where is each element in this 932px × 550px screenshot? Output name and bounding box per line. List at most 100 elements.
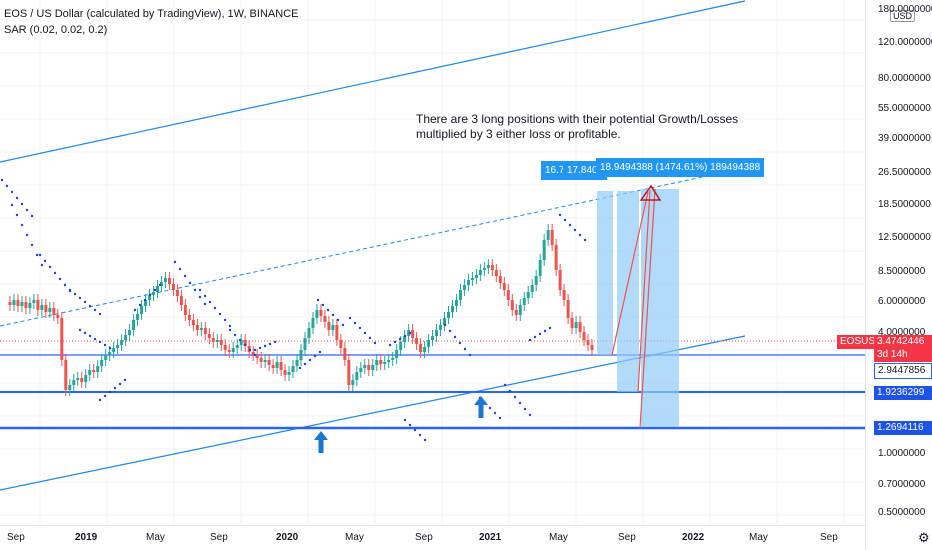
gear-icon[interactable]: ⚙ <box>918 530 930 545</box>
sar-dot <box>20 223 24 227</box>
sar-dot <box>208 300 212 304</box>
sar-dot <box>40 263 44 267</box>
candle-body <box>279 362 283 370</box>
candle-body <box>494 270 498 276</box>
sar-dot <box>341 323 345 327</box>
sar-dot <box>98 340 102 344</box>
sar-dot <box>93 308 97 312</box>
sar-dot <box>63 283 67 287</box>
sar-dot <box>353 321 357 325</box>
position-label-1[interactable]: 16.7 <box>541 161 569 180</box>
time-axis[interactable] <box>0 525 865 550</box>
price-axis[interactable] <box>865 0 932 550</box>
sar-dot <box>228 324 232 328</box>
annotation-line-2: multiplied by 3 either loss or profitabl… <box>416 127 621 141</box>
currency-badge[interactable]: USD <box>890 10 916 22</box>
candle-body <box>28 303 32 308</box>
candle-body <box>88 370 92 375</box>
candle-body <box>562 290 566 300</box>
indicator-label[interactable]: SAR (0.02, 0.02, 0.2) <box>4 24 108 36</box>
candle-body <box>251 352 255 355</box>
candle-body <box>191 320 195 325</box>
level-label-2: 1.9236299 <box>874 386 932 400</box>
candle-body <box>183 305 187 315</box>
candle-body <box>80 378 84 382</box>
candle-body <box>144 300 148 306</box>
symbol-title[interactable]: EOS / US Dollar (calculated by TradingVi… <box>4 8 299 20</box>
sar-dot <box>331 313 335 317</box>
position-label-3[interactable]: 18.9494388 (1474.61%) 189494388 <box>596 158 765 177</box>
candle-body <box>490 265 494 270</box>
candle-body <box>339 340 343 348</box>
sar-dot <box>403 418 407 422</box>
annotation-note[interactable]: There are 3 long positions with their po… <box>416 112 746 142</box>
sar-dot <box>43 259 47 263</box>
time-tick: 2019 <box>75 532 98 543</box>
candle-body <box>40 305 44 310</box>
candle-body <box>411 330 415 338</box>
sar-dot <box>10 190 14 194</box>
candle-body <box>474 275 478 278</box>
sar-dot <box>228 328 232 332</box>
time-tick: May <box>146 532 165 543</box>
up-arrow-icon <box>314 431 328 453</box>
position-box-3 <box>641 189 679 427</box>
candle-body <box>187 315 191 320</box>
candle-body <box>387 360 391 362</box>
sar-dot <box>73 292 77 296</box>
target-line-3 <box>639 188 656 429</box>
candle-body <box>395 350 399 358</box>
channel-upper-line <box>0 0 746 163</box>
price-tick: 6.0000000 <box>878 296 926 307</box>
candle-body <box>112 348 116 352</box>
candle-body <box>367 365 371 370</box>
candle-body <box>335 325 339 340</box>
candle-body <box>271 365 275 368</box>
candle-body <box>72 380 76 385</box>
candle-body <box>574 322 578 328</box>
candle-body <box>590 345 594 350</box>
candle-body <box>534 276 538 285</box>
candle-body <box>203 328 207 334</box>
time-tick: May <box>549 532 568 543</box>
sar-dot <box>348 316 352 320</box>
sar-dot <box>253 353 257 357</box>
candle-body <box>84 375 88 382</box>
candle-body <box>76 378 80 380</box>
sar-dot <box>0 178 4 182</box>
candle-body <box>140 306 144 314</box>
sar-dot <box>488 406 492 410</box>
candle-body <box>295 360 299 366</box>
candle-body <box>371 365 375 370</box>
time-tick: May <box>749 532 768 543</box>
candle-body <box>570 318 574 328</box>
sar-dot <box>30 243 34 247</box>
candle-body <box>375 360 379 365</box>
candle-body <box>319 310 323 316</box>
price-tick: 12.5000000 <box>878 232 931 243</box>
candle-body <box>530 285 534 292</box>
candle-body <box>32 300 36 303</box>
candle-body <box>407 330 411 336</box>
sar-dot <box>573 228 577 232</box>
price-chart[interactable] <box>0 0 865 525</box>
sar-dot <box>68 288 72 292</box>
sar-dot <box>393 340 397 344</box>
sar-dot <box>35 253 39 257</box>
candle-body <box>403 336 407 342</box>
sar-dot <box>83 331 87 335</box>
candle-body <box>275 362 279 368</box>
candle-body <box>303 338 307 350</box>
price-tick: 1.0000000 <box>878 448 926 459</box>
candle-body <box>558 270 562 290</box>
candle-body <box>283 370 287 375</box>
candle-body <box>502 283 506 290</box>
candle-body <box>482 268 486 270</box>
candle-body <box>235 345 239 348</box>
sar-dot <box>108 390 112 394</box>
level-label-3: 1.2694116 <box>874 421 932 435</box>
candle-body <box>48 308 52 312</box>
candle-body <box>518 305 522 315</box>
candle-body <box>68 385 72 390</box>
sar-dot <box>83 300 87 304</box>
